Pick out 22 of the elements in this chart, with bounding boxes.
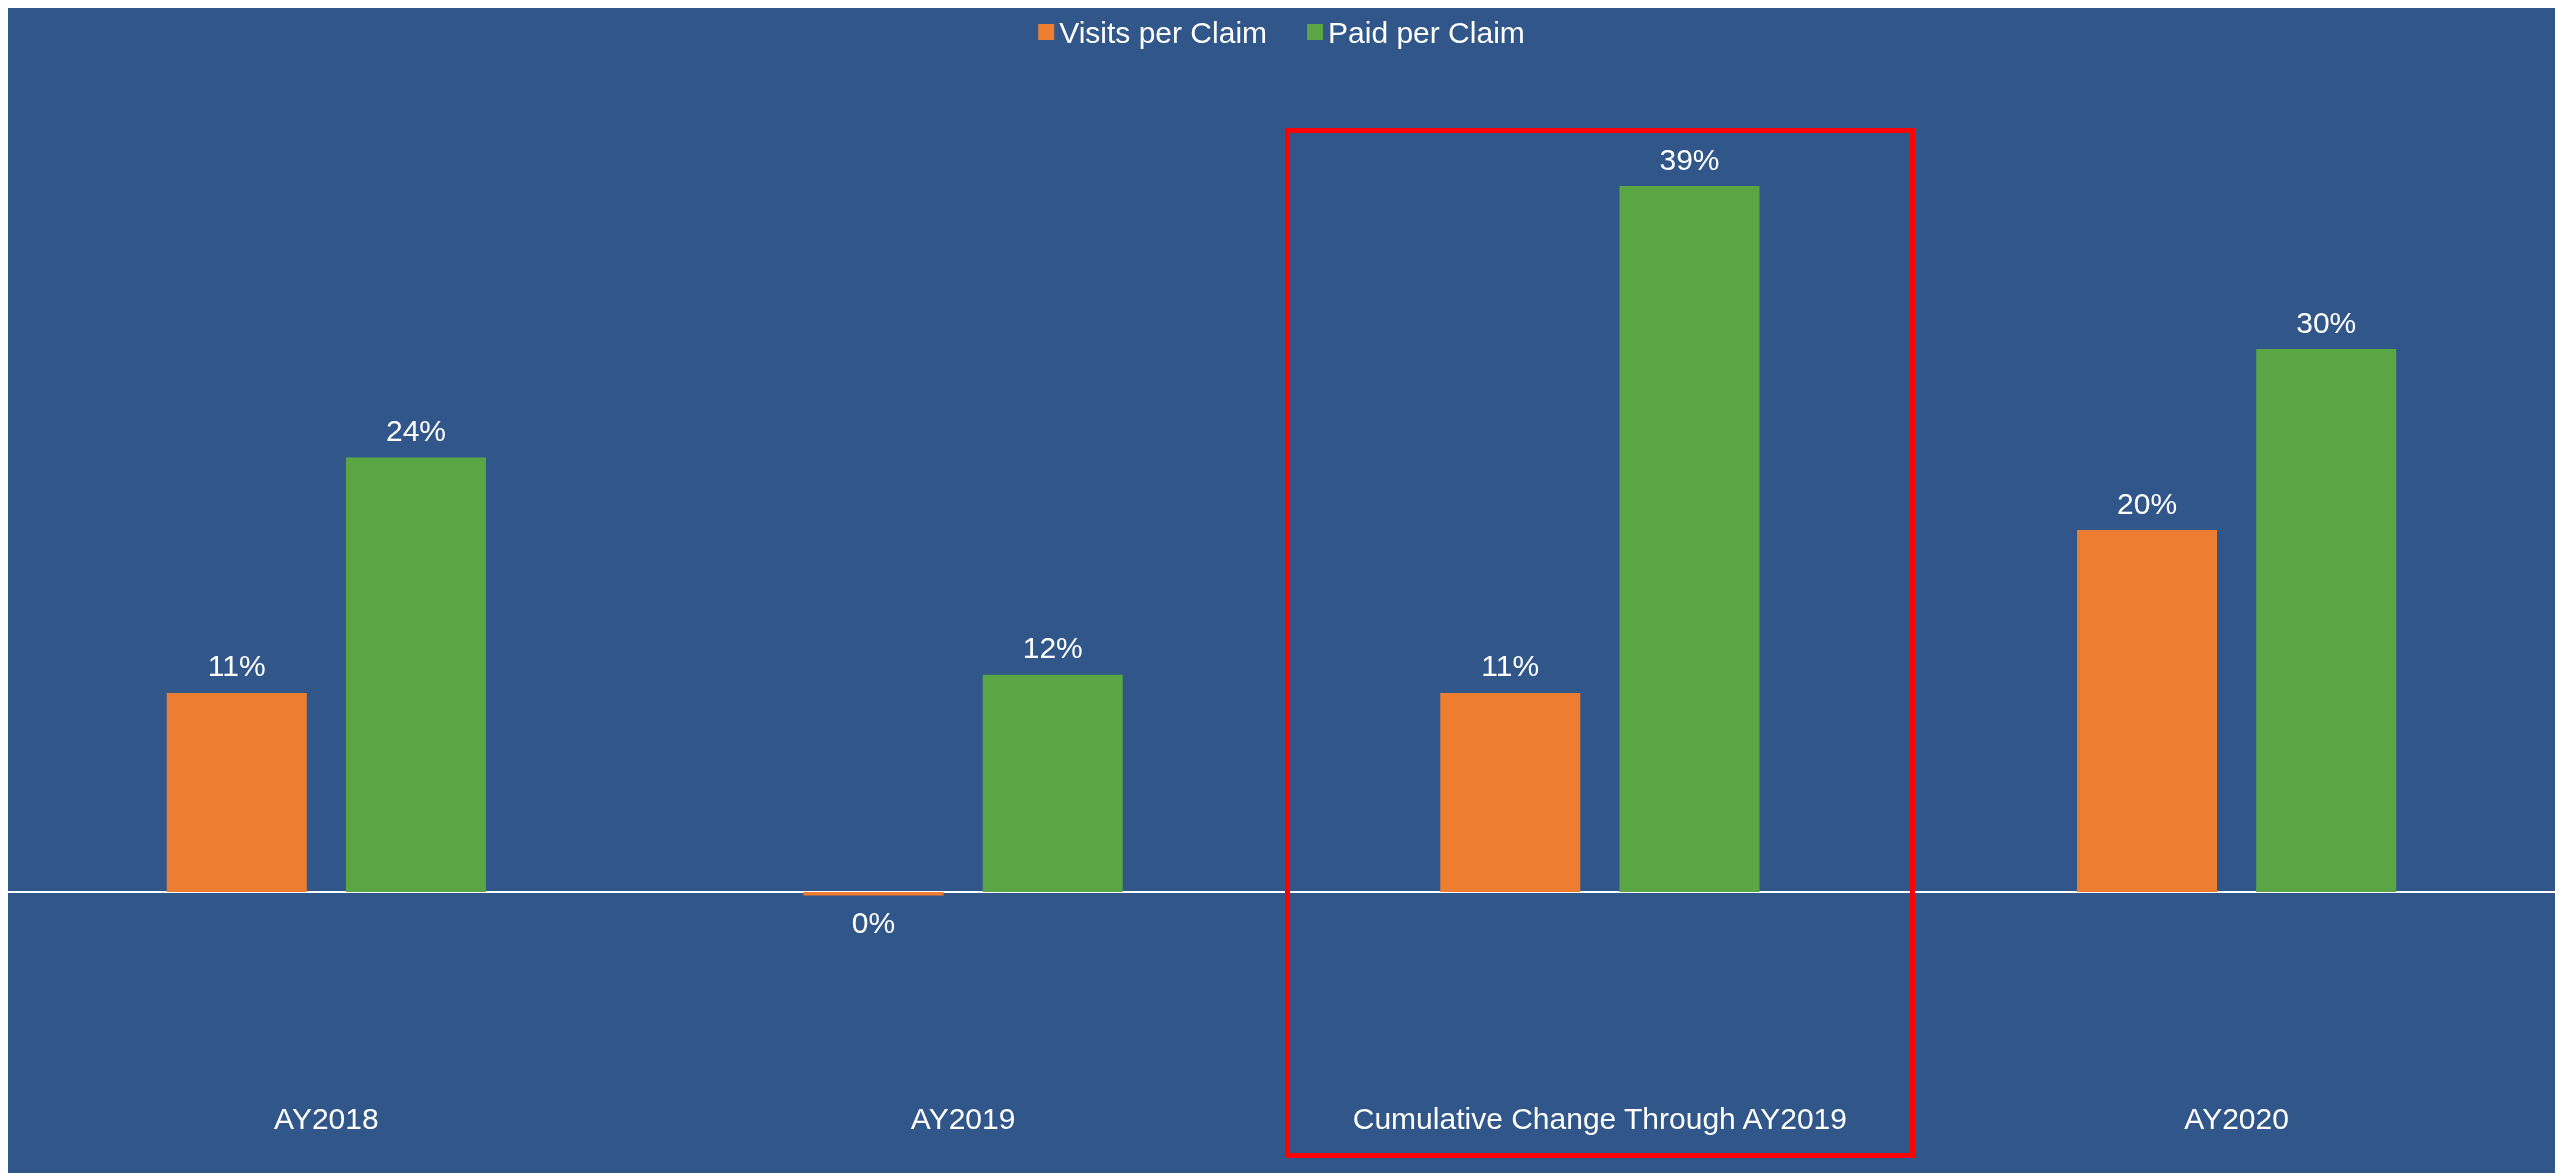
- data-label: 24%: [385, 414, 446, 448]
- bar: [982, 674, 1123, 892]
- legend-label: Visits per Claim: [1059, 15, 1268, 49]
- bar: [1440, 692, 1581, 892]
- bar: [2077, 530, 2218, 892]
- x-tick-label: AY2019: [910, 1101, 1016, 1135]
- data-label: 20%: [2117, 486, 2178, 520]
- data-label: 12%: [1022, 631, 1083, 665]
- x-tick-label: Cumulative Change Through AY2019: [1352, 1101, 1847, 1135]
- legend-label: Paid per Claim: [1328, 15, 1525, 49]
- data-label: 39%: [1659, 142, 1720, 176]
- bar: [166, 692, 307, 892]
- x-tick-label: AY2018: [274, 1101, 379, 1135]
- bar: [2256, 349, 2397, 892]
- x-tick-label: AY2020: [2184, 1101, 2289, 1135]
- data-label: 30%: [2296, 305, 2357, 339]
- data-label: 11%: [1481, 649, 1540, 683]
- bar: [1619, 186, 1760, 892]
- bar: [803, 892, 944, 896]
- data-label: 0%: [851, 906, 896, 940]
- bar: [345, 457, 486, 892]
- data-label: 11%: [207, 649, 266, 683]
